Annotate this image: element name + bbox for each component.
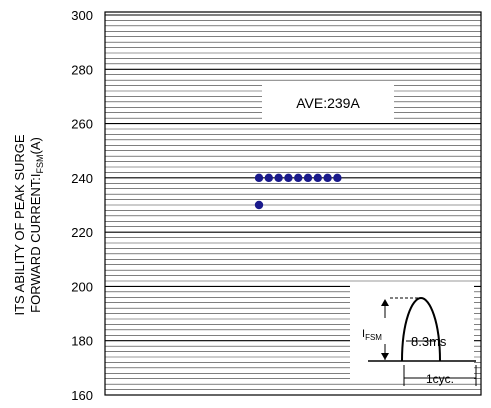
data-point bbox=[274, 173, 283, 183]
surge-waveform-inset: IFSM 8.3ms 1cyc. bbox=[350, 284, 477, 386]
plot-frame bbox=[104, 11, 482, 396]
y-tick-label: 240 bbox=[71, 171, 93, 186]
y-tick-label: 160 bbox=[71, 388, 93, 403]
arrow-up-icon bbox=[381, 299, 389, 306]
data-point bbox=[294, 173, 303, 183]
data-point bbox=[264, 173, 273, 183]
inset-background bbox=[350, 284, 474, 382]
y-axis-label-line2: FORWARD CURRENT:IFSM(A) bbox=[28, 137, 45, 313]
inset-ifsm-label: IFSM bbox=[362, 328, 382, 342]
data-point bbox=[254, 200, 264, 210]
inset-duration-label: 8.3ms bbox=[411, 334, 447, 349]
data-point bbox=[313, 173, 322, 183]
data-point bbox=[284, 173, 293, 183]
y-tick-label: 220 bbox=[71, 225, 93, 240]
annotation-box bbox=[262, 84, 394, 120]
inset-cycle-label: 1cyc. bbox=[426, 372, 454, 386]
y-tick-label: 200 bbox=[71, 279, 93, 294]
y-tick-label: 280 bbox=[71, 62, 93, 77]
data-points bbox=[254, 173, 342, 210]
y-axis-label-line1: ITS ABILITY OF PEAK SURGE bbox=[12, 134, 27, 315]
arrow-down-icon bbox=[381, 353, 389, 360]
data-point bbox=[323, 173, 332, 183]
y-tick-label: 300 bbox=[71, 8, 93, 23]
y-tick-label: 180 bbox=[71, 334, 93, 349]
data-point bbox=[333, 173, 342, 183]
y-tick-label: 260 bbox=[71, 117, 93, 132]
y-tick-labels: 160 180 200 220 240 260 280 300 bbox=[71, 8, 93, 403]
inset-half-sine bbox=[401, 296, 441, 362]
data-point bbox=[254, 173, 264, 183]
average-annotation: AVE:239A bbox=[296, 95, 360, 111]
data-point bbox=[303, 173, 313, 183]
